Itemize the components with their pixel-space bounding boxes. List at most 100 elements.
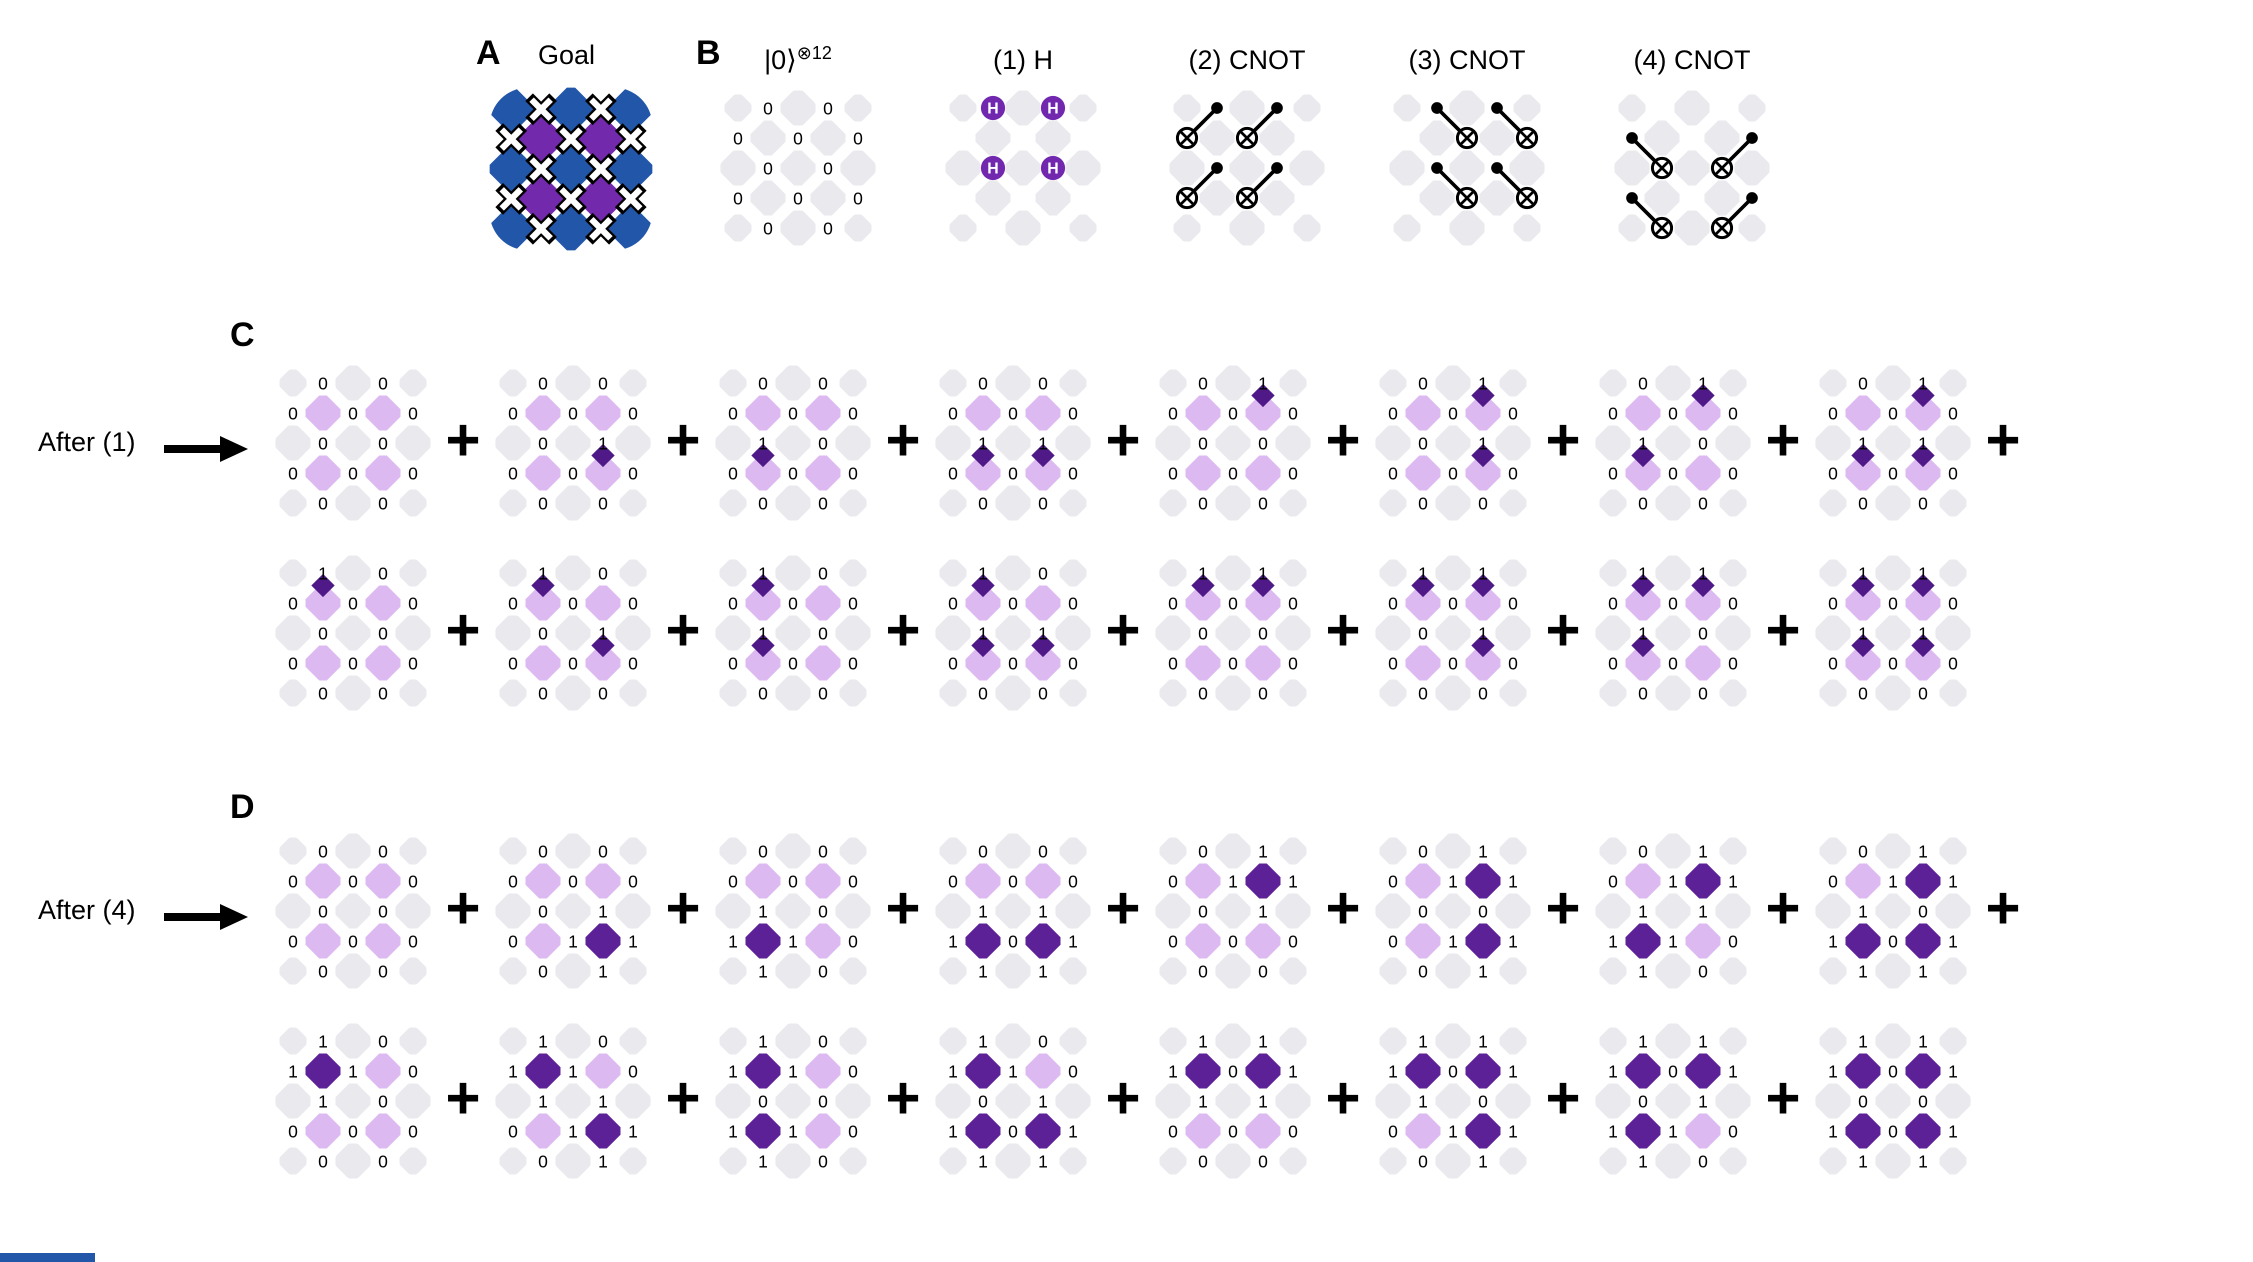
svg-text:0: 0	[408, 871, 418, 891]
svg-text:0: 0	[508, 931, 518, 951]
svg-text:0: 0	[728, 463, 738, 483]
svg-text:0: 0	[568, 463, 578, 483]
svg-text:1: 1	[1608, 1121, 1618, 1141]
qubit-x-marker	[614, 183, 647, 215]
svg-text:1: 1	[1008, 1061, 1018, 1081]
lattice-svg: 0 10 1 10 10 0 00 0	[1155, 833, 1311, 989]
svg-text:1: 1	[598, 1151, 608, 1171]
svg-text:1: 1	[1258, 841, 1268, 861]
svg-text:0: 0	[1388, 403, 1398, 423]
svg-text:1: 1	[1258, 563, 1268, 583]
svg-text:1: 1	[1038, 433, 1048, 453]
svg-text:0: 0	[628, 463, 638, 483]
svg-text:0: 0	[1228, 1061, 1238, 1081]
svg-text:0: 0	[1828, 653, 1838, 673]
svg-text:1: 1	[1918, 623, 1928, 643]
svg-text:1: 1	[948, 1061, 958, 1081]
svg-text:1: 1	[1698, 563, 1708, 583]
svg-text:0: 0	[1388, 593, 1398, 613]
svg-text:1: 1	[1698, 901, 1708, 921]
svg-text:1: 1	[1198, 1091, 1208, 1111]
svg-text:1: 1	[1638, 901, 1648, 921]
svg-text:0: 0	[948, 871, 958, 891]
lattice-svg: 1 01 1 00 01 1 01 0	[715, 1023, 871, 1179]
lattice-svg: 0 10 0 00 00 0 00 0	[1155, 365, 1311, 521]
svg-text:1: 1	[318, 563, 328, 583]
svg-text:0: 0	[1918, 683, 1928, 703]
svg-text:0: 0	[1168, 593, 1178, 613]
lattice-svg: 1 11 0 10 11 1 01 0	[1595, 1023, 1751, 1179]
svg-text:1: 1	[538, 1091, 548, 1111]
svg-text:0: 0	[408, 1061, 418, 1081]
svg-text:0: 0	[1388, 463, 1398, 483]
svg-text:0: 0	[1198, 373, 1208, 393]
svg-text:1: 1	[1038, 901, 1048, 921]
svg-text:0: 0	[1828, 871, 1838, 891]
svg-text:0: 0	[318, 901, 328, 921]
panel-a-title: Goal	[538, 40, 596, 70]
svg-text:0: 0	[1478, 901, 1488, 921]
after-4-arrow-icon	[164, 904, 248, 935]
svg-text:0: 0	[788, 871, 798, 891]
svg-text:0: 0	[408, 653, 418, 673]
svg-text:0: 0	[1388, 931, 1398, 951]
goal-lattice-figure	[488, 86, 654, 257]
svg-text:0: 0	[1608, 871, 1618, 891]
svg-text:0: 0	[728, 871, 738, 891]
svg-text:1: 1	[1388, 1061, 1398, 1081]
svg-text:0: 0	[1638, 683, 1648, 703]
svg-text:0: 0	[1198, 1151, 1208, 1171]
svg-text:0: 0	[378, 563, 388, 583]
svg-text:0: 0	[1668, 653, 1678, 673]
svg-text:1: 1	[1668, 931, 1678, 951]
svg-text:0: 0	[1728, 593, 1738, 613]
circuit-step-title: (3) CNOT	[1408, 45, 1526, 75]
svg-text:1: 1	[1478, 563, 1488, 583]
svg-text:0: 0	[568, 593, 578, 613]
svg-text:0: 0	[793, 188, 803, 208]
svg-text:0: 0	[948, 593, 958, 613]
svg-text:1: 1	[788, 1121, 798, 1141]
svg-text:1: 1	[1638, 563, 1648, 583]
svg-text:H: H	[1047, 100, 1058, 117]
lattice-svg: 1 10 0 01 10 0 00 0	[1815, 555, 1971, 711]
svg-text:1: 1	[1638, 433, 1648, 453]
svg-text:H: H	[987, 100, 998, 117]
svg-text:0: 0	[758, 683, 768, 703]
svg-text:0: 0	[763, 218, 773, 238]
svg-text:0: 0	[318, 433, 328, 453]
svg-text:0: 0	[288, 653, 298, 673]
after-1-caption: After (1)	[38, 427, 136, 457]
svg-text:0: 0	[288, 403, 298, 423]
plus-operator: +	[1105, 596, 1141, 664]
svg-text:0: 0	[1478, 1091, 1488, 1111]
svg-text:0: 0	[1288, 463, 1298, 483]
svg-text:1: 1	[1478, 841, 1488, 861]
svg-text:1: 1	[538, 1031, 548, 1051]
svg-text:0: 0	[1008, 653, 1018, 673]
svg-text:0: 0	[1068, 653, 1078, 673]
svg-text:1: 1	[758, 433, 768, 453]
svg-text:1: 1	[978, 901, 988, 921]
svg-text:1: 1	[1038, 623, 1048, 643]
svg-text:0: 0	[1888, 1061, 1898, 1081]
svg-text:0: 0	[1948, 463, 1958, 483]
svg-text:0: 0	[1888, 593, 1898, 613]
lattice-svg: 1 00 0 00 10 0 00 0	[495, 555, 651, 711]
svg-text:0: 0	[818, 841, 828, 861]
svg-text:0: 0	[408, 593, 418, 613]
goal-lattice-svg	[489, 87, 653, 251]
svg-text:0: 0	[728, 593, 738, 613]
svg-text:0: 0	[848, 931, 858, 951]
plus-operator: +	[445, 874, 481, 942]
svg-text:0: 0	[1948, 653, 1958, 673]
svg-text:1: 1	[1918, 433, 1928, 453]
svg-text:0: 0	[1288, 653, 1298, 673]
svg-text:0: 0	[1668, 1061, 1678, 1081]
svg-text:0: 0	[538, 841, 548, 861]
